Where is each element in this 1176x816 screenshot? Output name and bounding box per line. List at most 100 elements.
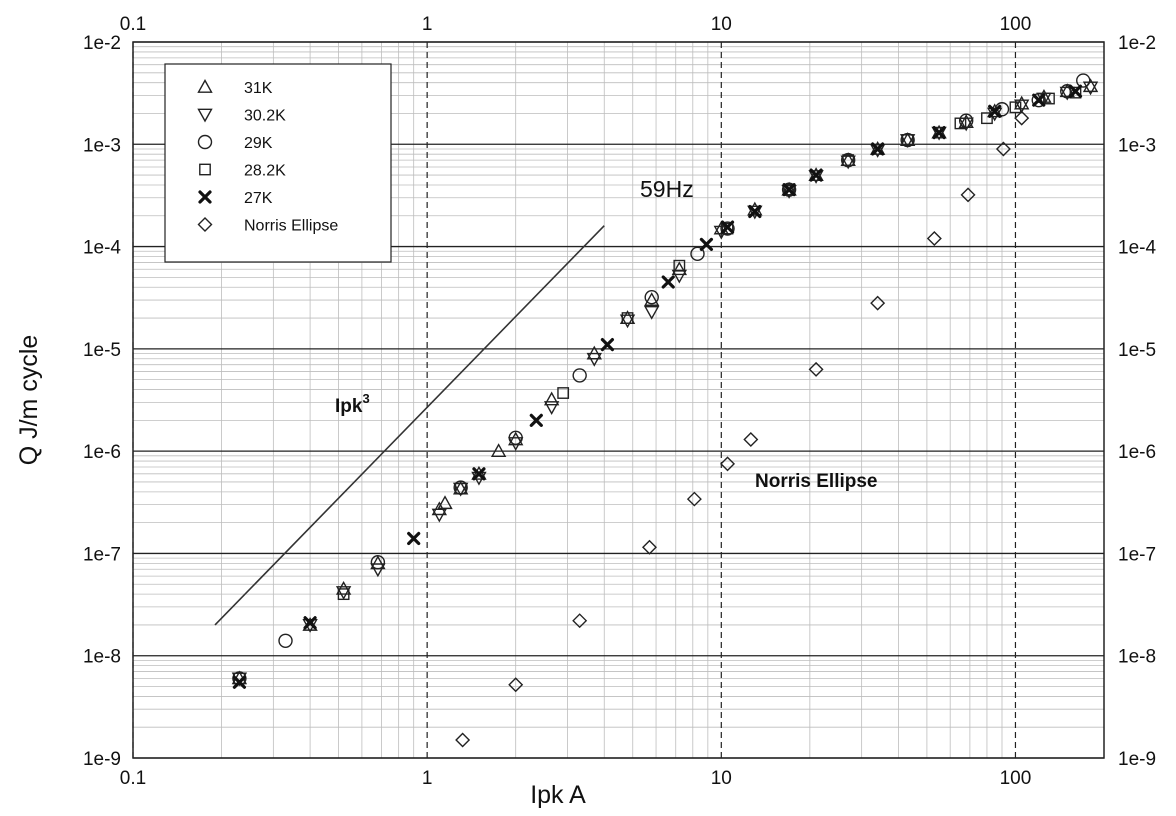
data-point: [954, 117, 967, 130]
x-tick-labels-bottom: 0.1 1 10 100: [120, 768, 1032, 789]
x-tick-label-top: 100: [1000, 14, 1032, 35]
data-point: [988, 104, 1002, 118]
y-axis-title: Q J/m cycle: [15, 335, 43, 466]
data-point: [869, 141, 886, 155]
data-point: [642, 539, 657, 555]
x-tick-label: 100: [1000, 768, 1032, 789]
data-point: [781, 182, 797, 197]
data-point: [543, 391, 560, 406]
legend-label: 27K: [244, 190, 273, 207]
x-tick-label: 0.1: [120, 768, 146, 789]
data-point: [901, 134, 914, 146]
y-tick-label: 1e-2: [83, 33, 121, 54]
data-point: [619, 314, 636, 329]
data-points: [231, 73, 1099, 748]
series-norris-ellipse: [455, 110, 1030, 748]
legend-marker: [197, 134, 213, 150]
y-tick-label-right: 1e-8: [1118, 647, 1156, 668]
data-point: [644, 305, 660, 320]
y-tick-label-right: 1e-2: [1118, 33, 1156, 54]
data-point: [644, 289, 659, 305]
data-point: [720, 221, 735, 236]
legend-label: 31K: [244, 80, 273, 97]
legend: 31K 30.2K 29K 28.2K 27K Norris Ellipse: [164, 63, 392, 263]
data-point: [1013, 99, 1030, 114]
y-tick-label-right: 1e-9: [1118, 749, 1156, 770]
norris-ellipse-annotation: Norris Ellipse: [755, 471, 878, 492]
data-point: [572, 368, 587, 383]
slope-reference-line: [214, 225, 605, 626]
data-point: [407, 531, 421, 546]
data-point: [809, 168, 823, 182]
data-point: [783, 183, 795, 196]
y-tick-label: 1e-6: [83, 442, 121, 463]
data-point: [1069, 86, 1082, 99]
x-tick-label: 1: [422, 768, 433, 789]
data-point: [490, 443, 507, 458]
x-tick-label-top: 10: [711, 14, 732, 35]
data-point: [1013, 95, 1030, 110]
data-point: [842, 154, 855, 167]
data-point: [1076, 73, 1091, 88]
data-point: [661, 275, 675, 289]
y-tick-label: 1e-8: [83, 647, 121, 668]
data-point: [782, 183, 796, 197]
data-point: [278, 633, 293, 648]
slope-annotation-base: Ipk: [335, 396, 363, 417]
x-tick-label-top: 0.1: [120, 14, 146, 35]
data-point: [1043, 92, 1055, 105]
data-point: [1082, 81, 1099, 96]
data-point: [335, 586, 352, 600]
y-tick-label: 1e-9: [83, 749, 121, 770]
legend-marker: [197, 108, 213, 123]
data-point: [1032, 93, 1046, 107]
data-point: [720, 456, 736, 472]
data-point: [995, 141, 1011, 157]
data-point: [1014, 110, 1030, 126]
legend-label: 28.2K: [244, 163, 286, 180]
legend-marker: [198, 190, 212, 204]
data-point: [1068, 84, 1083, 98]
data-point: [508, 677, 524, 693]
data-point: [232, 675, 247, 689]
y-tick-label: 1e-3: [83, 135, 121, 156]
data-point: [926, 230, 942, 246]
data-point: [840, 155, 856, 170]
data-point: [686, 491, 702, 507]
data-point: [572, 613, 588, 629]
series-27k: [232, 84, 1083, 689]
data-point: [871, 142, 885, 156]
data-point: [644, 292, 660, 306]
x-tick-label-top: 1: [422, 14, 433, 35]
data-point: [960, 187, 976, 203]
data-point: [337, 588, 350, 601]
data-point: [454, 482, 467, 495]
data-point: [743, 431, 759, 447]
legend-label: 30.2K: [244, 108, 286, 125]
data-point: [720, 220, 735, 234]
data-point: [370, 555, 386, 570]
data-point: [600, 338, 615, 352]
y-tick-labels-right: 1e-9 1e-8 1e-7 1e-6 1e-5 1e-4 1e-3 1e-2: [1118, 33, 1156, 770]
data-point: [673, 259, 686, 272]
frequency-annotation: 59Hz: [640, 176, 694, 202]
y-tick-label-right: 1e-7: [1118, 544, 1156, 565]
legend-label: Norris Ellipse: [244, 218, 338, 235]
data-point: [808, 167, 824, 181]
slope-annotation: Ipk3: [335, 391, 370, 417]
data-point: [931, 126, 947, 141]
plot-frame: [132, 41, 1105, 759]
y-tick-labels-left: 1e-9 1e-8 1e-7 1e-6 1e-5 1e-4 1e-3 1e-2: [83, 33, 121, 770]
data-point: [748, 204, 762, 219]
data-point: [472, 467, 486, 481]
data-point: [508, 430, 523, 446]
data-point: [900, 132, 915, 148]
data-point: [690, 246, 705, 261]
data-point: [1009, 101, 1022, 114]
data-point: [747, 205, 763, 220]
data-point: [455, 732, 471, 748]
y-tick-label: 1e-4: [83, 238, 121, 259]
slope-annotation-exponent: 3: [362, 391, 369, 406]
data-point: [621, 312, 634, 324]
